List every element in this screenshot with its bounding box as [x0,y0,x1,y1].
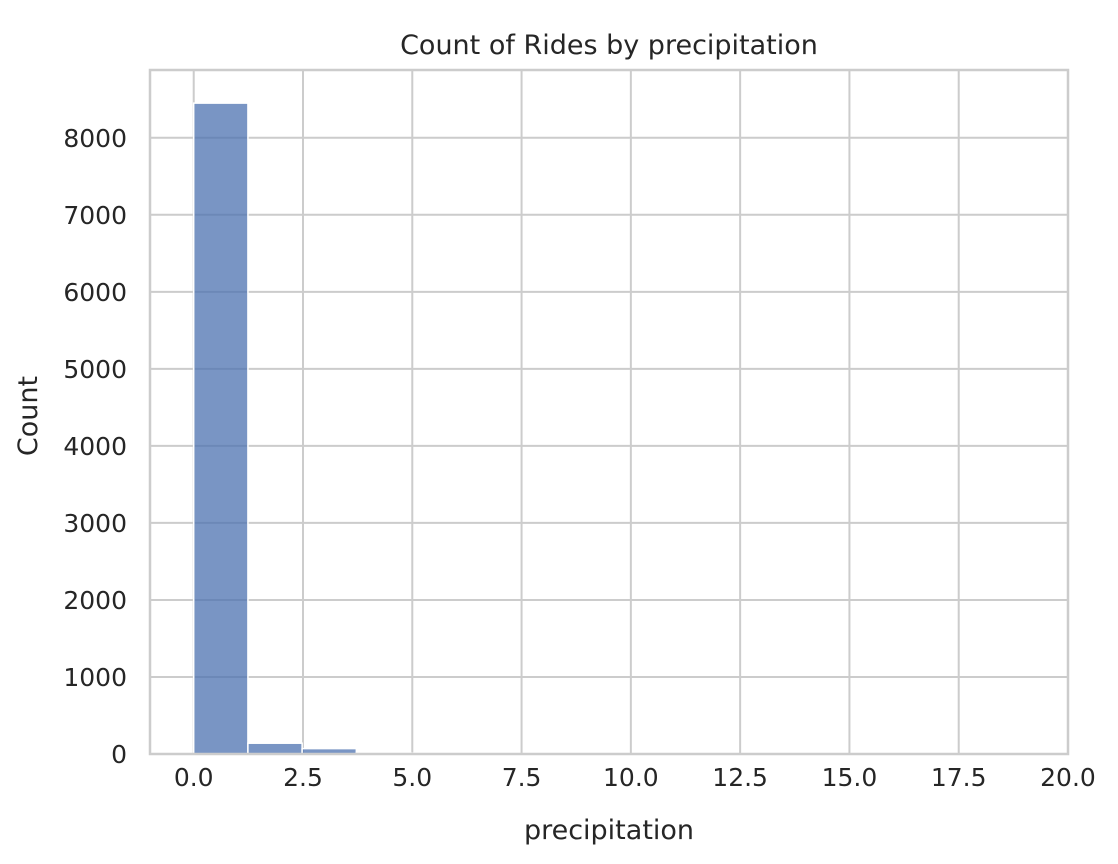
y-tick-label: 8000 [63,124,127,153]
histogram-bar [248,743,302,754]
x-tick-label: 7.5 [502,763,542,792]
x-tick-label: 5.0 [392,763,432,792]
y-tick-label: 5000 [63,355,127,384]
x-tick-label: 15.0 [822,763,878,792]
grid-lines [150,70,1068,754]
y-tick-label: 7000 [63,201,127,230]
histogram-bars [194,103,1061,754]
y-tick-label: 4000 [63,432,127,461]
x-tick-label: 10.0 [603,763,659,792]
plot-frame [150,70,1068,754]
y-tick-label: 0 [111,740,127,769]
chart-title: Count of Rides by precipitation [400,30,818,61]
x-tick-label: 12.5 [712,763,768,792]
histogram-bar [194,103,248,754]
y-tick-label: 1000 [63,663,127,692]
x-axis-label: precipitation [524,815,694,846]
y-tick-labels: 0 1000 2000 3000 4000 5000 6000 7000 8000 [63,124,127,769]
x-tick-label: 0.0 [174,763,214,792]
y-tick-label: 6000 [63,278,127,307]
y-axis-label: Count [13,376,44,456]
y-tick-label: 3000 [63,509,127,538]
x-tick-label: 2.5 [283,763,323,792]
x-tick-labels: 0.0 2.5 5.0 7.5 10.0 12.5 15.0 17.5 20.0 [174,763,1096,792]
x-tick-label: 20.0 [1040,763,1096,792]
y-tick-label: 2000 [63,586,127,615]
x-tick-label: 17.5 [931,763,987,792]
